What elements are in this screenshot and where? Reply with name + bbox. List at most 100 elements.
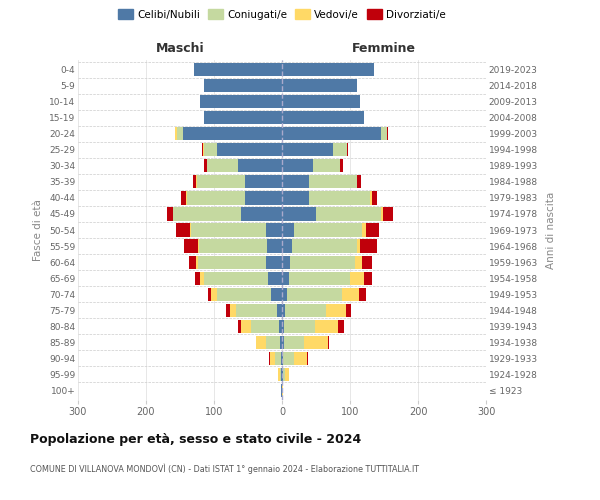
Bar [282, 304, 285, 317]
Bar [359, 288, 365, 300]
Bar [283, 352, 293, 365]
Bar [200, 272, 204, 284]
Bar [372, 192, 377, 204]
Bar [283, 368, 286, 381]
Bar [282, 288, 287, 300]
Bar [282, 143, 333, 156]
Bar [204, 272, 268, 284]
Bar [275, 352, 281, 365]
Y-axis label: Anni di nascita: Anni di nascita [547, 192, 556, 268]
Bar [282, 224, 294, 236]
Bar [277, 304, 282, 317]
Bar [238, 160, 282, 172]
Bar [202, 143, 203, 156]
Bar [278, 368, 280, 381]
Bar [181, 192, 186, 204]
Bar [314, 320, 338, 333]
Bar [203, 143, 204, 156]
Bar [282, 384, 283, 397]
Y-axis label: Fasce di età: Fasce di età [34, 199, 43, 261]
Bar [292, 240, 357, 252]
Bar [176, 127, 184, 140]
Bar [211, 288, 217, 300]
Text: Femmine: Femmine [352, 42, 416, 55]
Bar [281, 384, 282, 397]
Bar [307, 352, 308, 365]
Bar [370, 192, 372, 204]
Bar [268, 272, 282, 284]
Bar [364, 272, 372, 284]
Bar [282, 352, 283, 365]
Bar [278, 320, 282, 333]
Bar [271, 288, 282, 300]
Bar [197, 240, 199, 252]
Bar [196, 176, 197, 188]
Bar [205, 160, 206, 172]
Bar [238, 320, 241, 333]
Bar [282, 256, 290, 268]
Bar [167, 208, 173, 220]
Bar [309, 192, 370, 204]
Bar [285, 304, 326, 317]
Bar [281, 352, 282, 365]
Bar [360, 240, 377, 252]
Bar [350, 272, 364, 284]
Bar [293, 352, 307, 365]
Bar [236, 304, 277, 317]
Bar [328, 336, 329, 349]
Bar [338, 320, 344, 333]
Bar [280, 336, 282, 349]
Bar [194, 63, 282, 76]
Bar [190, 224, 191, 236]
Bar [204, 79, 282, 92]
Bar [245, 176, 282, 188]
Bar [286, 368, 289, 381]
Bar [196, 256, 197, 268]
Bar [282, 79, 357, 92]
Bar [380, 127, 388, 140]
Bar [340, 160, 343, 172]
Bar [226, 304, 230, 317]
Bar [282, 111, 364, 124]
Bar [197, 256, 266, 268]
Bar [346, 304, 352, 317]
Bar [191, 224, 266, 236]
Bar [189, 256, 196, 268]
Bar [313, 160, 340, 172]
Bar [266, 224, 282, 236]
Bar [193, 176, 196, 188]
Bar [266, 336, 280, 349]
Bar [355, 256, 362, 268]
Bar [176, 224, 190, 236]
Bar [187, 192, 245, 204]
Bar [282, 192, 309, 204]
Bar [282, 176, 309, 188]
Text: Maschi: Maschi [155, 42, 205, 55]
Bar [184, 127, 282, 140]
Bar [186, 192, 187, 204]
Bar [199, 240, 267, 252]
Bar [241, 320, 251, 333]
Bar [282, 127, 380, 140]
Bar [266, 256, 282, 268]
Bar [380, 208, 383, 220]
Bar [316, 208, 380, 220]
Bar [256, 336, 266, 349]
Bar [282, 336, 284, 349]
Bar [282, 63, 374, 76]
Bar [282, 320, 284, 333]
Bar [289, 272, 350, 284]
Bar [282, 160, 313, 172]
Bar [270, 352, 275, 365]
Bar [290, 256, 355, 268]
Bar [365, 224, 379, 236]
Bar [333, 143, 347, 156]
Bar [269, 352, 270, 365]
Bar [281, 368, 282, 381]
Text: COMUNE DI VILLANOVA MONDOVÌ (CN) - Dati ISTAT 1° gennaio 2024 - Elaborazione TUT: COMUNE DI VILLANOVA MONDOVÌ (CN) - Dati … [30, 464, 419, 474]
Bar [357, 176, 358, 188]
Bar [326, 304, 346, 317]
Bar [204, 143, 217, 156]
Bar [204, 111, 282, 124]
Bar [206, 160, 207, 172]
